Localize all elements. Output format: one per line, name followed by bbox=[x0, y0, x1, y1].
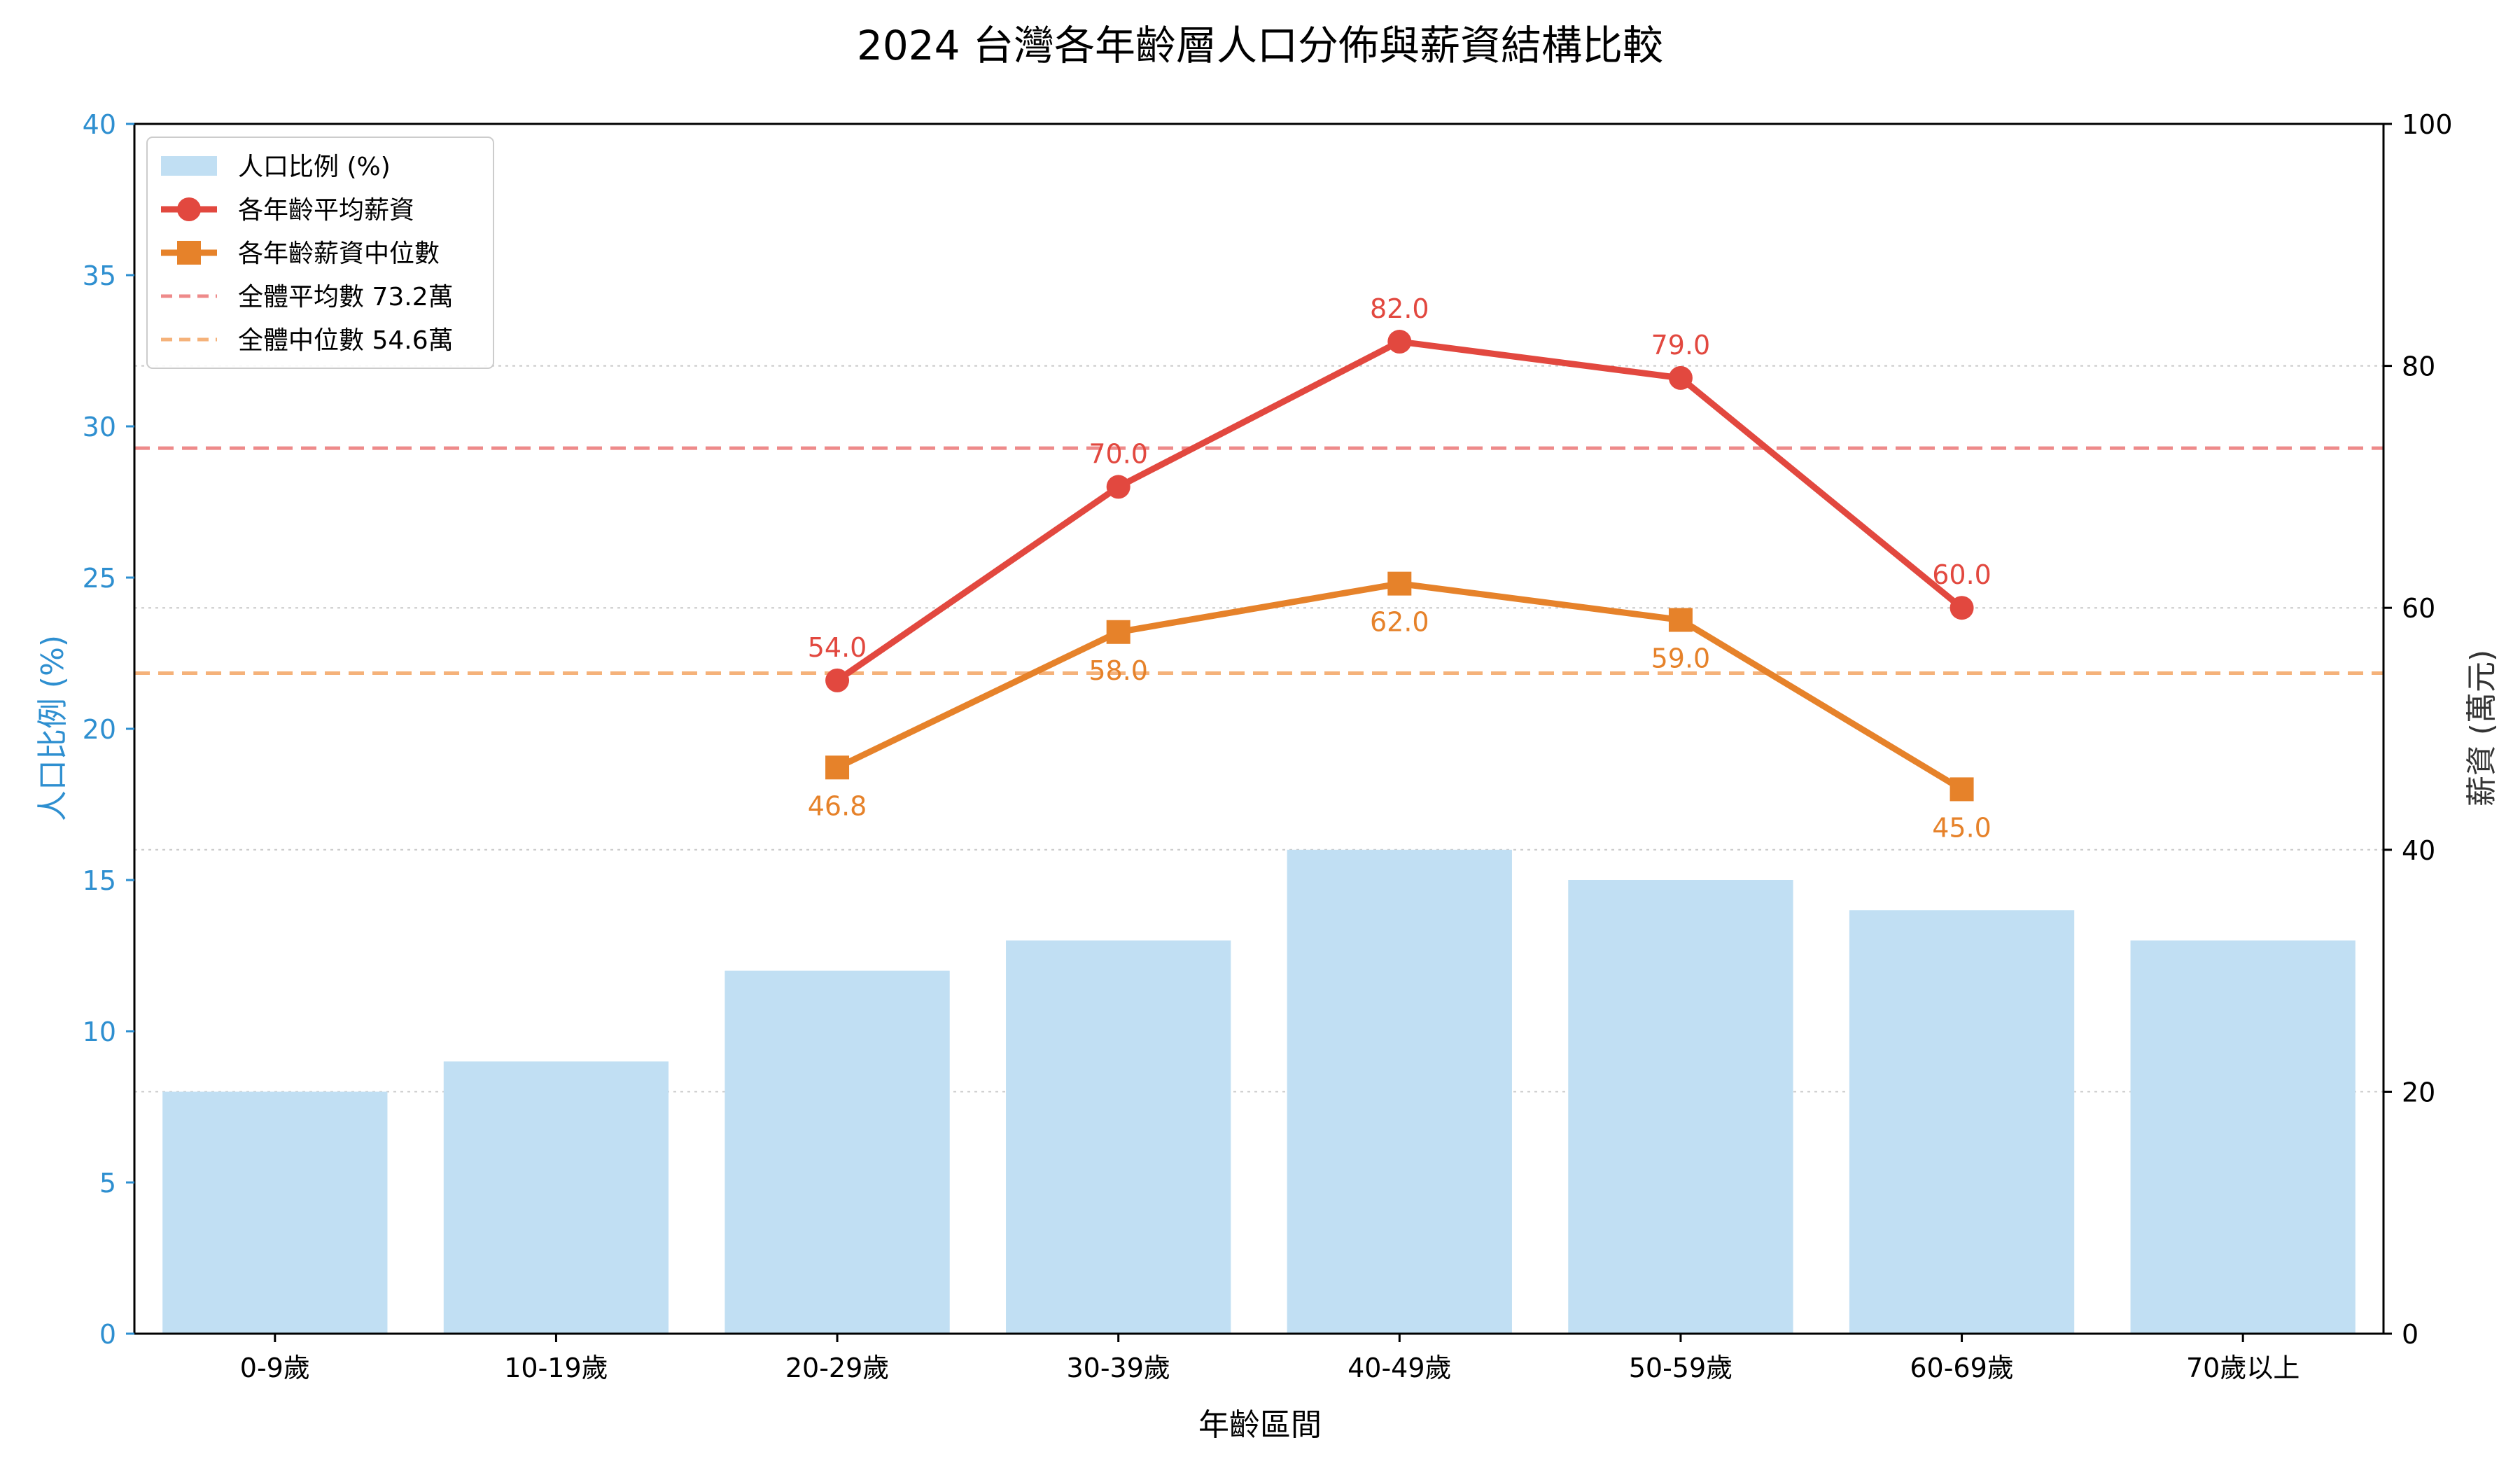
x-tick-label: 60-69歲 bbox=[1910, 1353, 2013, 1383]
y-axis-right-label: 薪資 (萬元) bbox=[2464, 650, 2500, 807]
x-tick-label: 30-39歲 bbox=[1066, 1353, 1170, 1383]
data-label-median-5: 59.0 bbox=[1651, 643, 1711, 673]
bar-population-0 bbox=[162, 1091, 388, 1334]
axes-layer: 0 5 10 15 20 25 30 35 40 0 20 40 60 80 100 0-9歲 10-19歲 20… bbox=[83, 109, 2453, 1383]
y-left-tick-label: 0 bbox=[99, 1319, 116, 1350]
y-left-tick-label: 5 bbox=[99, 1168, 116, 1199]
legend-swatch-marker bbox=[177, 197, 201, 221]
point-mean-6 bbox=[1949, 596, 1974, 620]
bar-population-1 bbox=[443, 1061, 669, 1334]
legend-label: 全體中位數 54.6萬 bbox=[238, 326, 454, 355]
y-left-tick-label: 15 bbox=[83, 865, 116, 896]
data-label-mean-5: 79.0 bbox=[1651, 330, 1711, 361]
y-left-tick-label: 25 bbox=[83, 563, 116, 594]
point-mean-4 bbox=[1387, 330, 1412, 354]
y-left-tick-label: 30 bbox=[83, 412, 116, 442]
x-axis-label: 年齡區間 bbox=[1198, 1407, 1322, 1443]
y-left-tick-label: 35 bbox=[83, 260, 116, 291]
y-right-tick-label: 0 bbox=[2402, 1319, 2418, 1350]
y-right-tick-label: 80 bbox=[2402, 351, 2435, 382]
point-mean-2 bbox=[825, 668, 850, 692]
legend-label: 各年齡平均薪資 bbox=[238, 196, 414, 225]
x-tick-label: 0-9歲 bbox=[240, 1353, 310, 1383]
point-mean-3 bbox=[1106, 475, 1130, 499]
legend-swatch-bar bbox=[161, 156, 217, 176]
y-axis-left-label: 人口比例 (%) bbox=[35, 635, 71, 821]
chart-title: 2024 台灣各年齡層人口分佈與薪資結構比較 bbox=[857, 22, 1663, 69]
series-lines-layer: 54.0 70.0 82.0 79.0 60.0 46.8 58.0 62.0 59.0 45.0 bbox=[808, 293, 1991, 843]
data-label-mean-3: 70.0 bbox=[1088, 438, 1148, 469]
legend-label: 人口比例 (%) bbox=[238, 153, 391, 181]
legend-label: 全體平均數 73.2萬 bbox=[238, 283, 454, 312]
legend-swatch-marker bbox=[177, 241, 201, 265]
y-left-tick-label: 20 bbox=[83, 714, 116, 745]
bars-layer bbox=[162, 849, 2356, 1334]
y-right-tick-label: 100 bbox=[2402, 109, 2453, 140]
data-label-median-2: 46.8 bbox=[808, 790, 867, 821]
x-tick-label: 10-19歲 bbox=[504, 1353, 608, 1383]
point-median-4 bbox=[1387, 571, 1412, 596]
bar-population-7 bbox=[2130, 940, 2356, 1334]
point-mean-5 bbox=[1668, 365, 1693, 390]
x-tick-label: 20-29歲 bbox=[785, 1353, 889, 1383]
bar-population-3 bbox=[1006, 940, 1231, 1334]
data-label-median-3: 58.0 bbox=[1088, 655, 1148, 686]
point-median-6 bbox=[1949, 777, 1974, 802]
y-right-tick-label: 40 bbox=[2402, 835, 2435, 866]
point-median-5 bbox=[1668, 608, 1693, 632]
x-tick-label: 40-49歲 bbox=[1348, 1353, 1451, 1383]
bar-population-4 bbox=[1287, 849, 1512, 1334]
point-median-3 bbox=[1106, 620, 1130, 644]
data-label-mean-4: 82.0 bbox=[1370, 293, 1429, 324]
point-median-2 bbox=[825, 755, 850, 780]
y-right-tick-label: 20 bbox=[2402, 1077, 2435, 1108]
legend-label: 各年齡薪資中位數 bbox=[238, 239, 440, 268]
data-label-median-4: 62.0 bbox=[1370, 607, 1429, 638]
legend-box bbox=[146, 137, 494, 369]
y-left-tick-label: 10 bbox=[83, 1017, 116, 1047]
data-label-mean-2: 54.0 bbox=[808, 632, 867, 663]
x-tick-label: 50-59歲 bbox=[1629, 1353, 1732, 1383]
data-label-mean-6: 60.0 bbox=[1932, 559, 1991, 590]
bar-population-5 bbox=[1568, 880, 1793, 1334]
y-left-tick-label: 40 bbox=[83, 109, 116, 140]
x-tick-label: 70歲以上 bbox=[2186, 1353, 2300, 1383]
bar-population-6 bbox=[1849, 910, 2075, 1334]
bar-population-2 bbox=[724, 970, 950, 1334]
y-right-tick-label: 60 bbox=[2402, 593, 2435, 624]
reference-lines-layer bbox=[134, 446, 2384, 676]
data-label-median-6: 45.0 bbox=[1932, 812, 1991, 843]
